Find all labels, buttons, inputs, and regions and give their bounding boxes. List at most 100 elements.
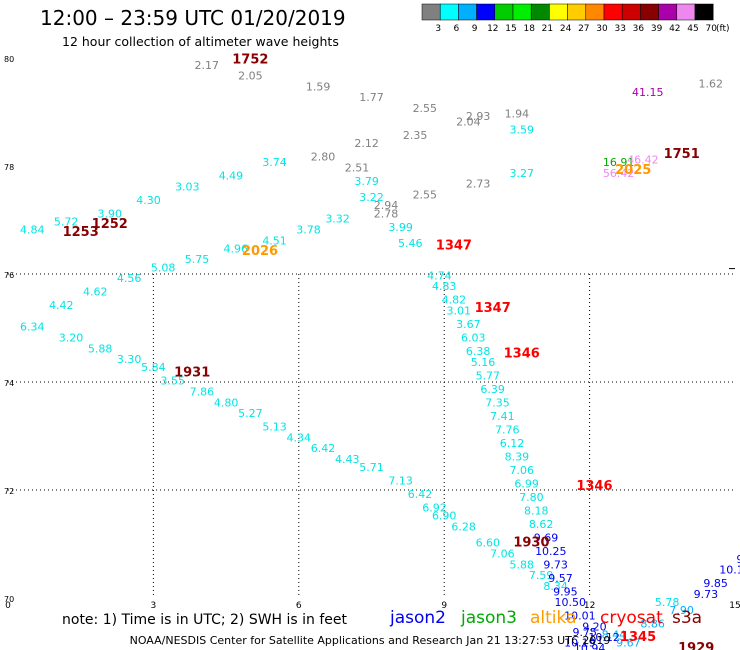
x-tick-label: 0	[5, 601, 11, 611]
x-tick-label: 6	[296, 601, 302, 611]
pass-time-label: 1345	[620, 630, 656, 645]
grid	[8, 268, 735, 598]
wave-height-point: 5.75	[185, 253, 210, 266]
legend-jason3: jason3	[461, 608, 517, 628]
wave-height-point: 3.03	[175, 180, 200, 193]
wave-height-point: 9	[736, 553, 740, 566]
wave-height-point: 4.42	[49, 299, 74, 312]
credit-line: NOAA/NESDIS Center for Satellite Applica…	[129, 634, 611, 647]
wave-height-point: 2.12	[354, 137, 379, 150]
wave-height-point: 5.72	[54, 215, 79, 228]
wave-height-point: 1.94	[505, 107, 530, 120]
wave-height-point: 4.83	[432, 280, 457, 293]
wave-height-point: 56.42	[603, 167, 635, 180]
wave-height-point: 3.99	[388, 221, 413, 234]
wave-height-point: 5.77	[476, 369, 501, 382]
wave-height-point: 10.25	[535, 545, 567, 558]
wave-height-point: 4.34	[287, 431, 312, 444]
chart-title: 12:00 – 23:59 UTC 01/20/2019	[40, 6, 346, 30]
wave-height-values: 2.17 2.05 1.59 1.77 2.55 2.932.04 1.94 2.35 2.12…	[20, 59, 740, 650]
legend-swatch	[694, 3, 714, 21]
wave-height-point: 6.42	[311, 442, 336, 455]
legend-swatch	[439, 3, 459, 21]
wave-height-point: 5.88	[88, 342, 113, 355]
wave-height-point: 1.77	[359, 91, 384, 104]
legend-bin-label: 33	[614, 24, 625, 34]
wave-height-point: 9.95	[553, 585, 578, 598]
wave-height-point: 4.82	[442, 294, 467, 307]
pass-time-label: 1253	[63, 225, 99, 240]
wave-height-point: 5.71	[359, 461, 384, 474]
legend-swatch	[603, 3, 623, 21]
wave-height-point: 2.17	[194, 59, 219, 72]
wave-height-point: 3.78	[296, 224, 321, 237]
wave-height-point: 6.99	[514, 477, 539, 490]
wave-height-point: 3.30	[117, 353, 142, 366]
wave-height-point: 2.93	[466, 110, 491, 123]
wave-height-point: 2.80	[311, 151, 336, 164]
wave-height-point: 7.35	[485, 396, 510, 409]
wave-height-point: 4.80	[214, 396, 239, 409]
legend-bin-label: 3	[435, 24, 441, 34]
wave-height-point: 2.55	[413, 102, 438, 115]
wave-height-point: 1.62	[699, 78, 724, 91]
legend-bin-label: 24	[560, 24, 572, 34]
wave-height-point: 8.34	[543, 580, 568, 593]
wave-height-point: 5.13	[262, 421, 287, 434]
legend-swatch	[676, 3, 696, 21]
legend-bin-label: 30	[596, 24, 608, 34]
wave-height-point: 4.43	[335, 453, 360, 466]
wave-height-point: 1.59	[306, 80, 331, 93]
wave-height-point: 4.51	[262, 234, 287, 247]
wave-height-point: 9.75	[573, 626, 598, 639]
wave-height-point: 9.57	[548, 572, 573, 585]
legend-altika: altika	[530, 608, 577, 628]
legend-bin-label: 12	[487, 24, 498, 34]
x-tick-label: 12	[584, 601, 595, 611]
color-legend: 3 6 9 12 15 18 21 24 27 30 33 36 39 42 45 70 (ft)	[421, 3, 730, 34]
legend-bin-label: 18	[523, 24, 535, 34]
chart-subtitle: 12 hour collection of altimeter wave hei…	[62, 34, 339, 49]
wave-height-point: 5.46	[398, 237, 423, 250]
legend-jason2: jason2	[390, 608, 446, 628]
wave-height-point: 2.35	[403, 129, 428, 142]
pass-time-label: 1751	[664, 147, 700, 162]
wave-height-point: 6.38	[466, 345, 491, 358]
pass-time-label: 1347	[475, 301, 511, 316]
wave-height-point: 5.27	[238, 407, 263, 420]
x-tick-label: 15	[729, 601, 740, 611]
wave-height-point: 10.01	[564, 610, 596, 623]
wave-height-point: 6.28	[451, 521, 476, 534]
wave-height-point: 3.27	[509, 167, 534, 180]
pass-time-label: 1752	[232, 52, 268, 67]
wave-height-point: 3.20	[59, 332, 84, 345]
legend-swatch	[567, 3, 587, 21]
legend-bin-label: 70	[705, 24, 717, 34]
wave-height-point: 6.90	[432, 510, 457, 523]
wave-height-point: 5.84	[141, 361, 166, 374]
wave-height-point: 3.22	[359, 191, 384, 204]
legend-bin-label: 39	[651, 24, 663, 34]
wave-height-point: 2.05	[238, 70, 263, 83]
wave-height-point: 6.60	[476, 537, 501, 550]
pass-time-label: 2025	[615, 163, 651, 178]
legend-s3a: s3a	[672, 608, 703, 628]
wave-height-point: 6.39	[480, 383, 505, 396]
wave-height-point: 6.03	[461, 332, 486, 345]
wave-height-point: 46.42	[627, 153, 659, 166]
pass-time-label: 1931	[174, 366, 210, 381]
legend-swatch	[621, 3, 641, 21]
wave-height-point: 10.17	[719, 564, 740, 577]
wave-height-point: 2.51	[345, 161, 370, 174]
axis-ticks: 70 72 74 76 78 80 0 3 6 9 12 15	[4, 55, 740, 611]
wave-height-point: 5.88	[509, 558, 534, 571]
pass-time-label: 1929	[678, 641, 714, 650]
legend-swatch	[476, 3, 496, 21]
wave-height-point: 3.55	[161, 375, 186, 388]
wave-height-point: 16.91	[603, 156, 635, 169]
wave-height-point: 5.78	[655, 596, 680, 609]
wave-height-point: 7.59	[529, 569, 554, 582]
legend-bin-label: 9	[472, 24, 478, 34]
legend-bin-label: 42	[669, 24, 680, 34]
